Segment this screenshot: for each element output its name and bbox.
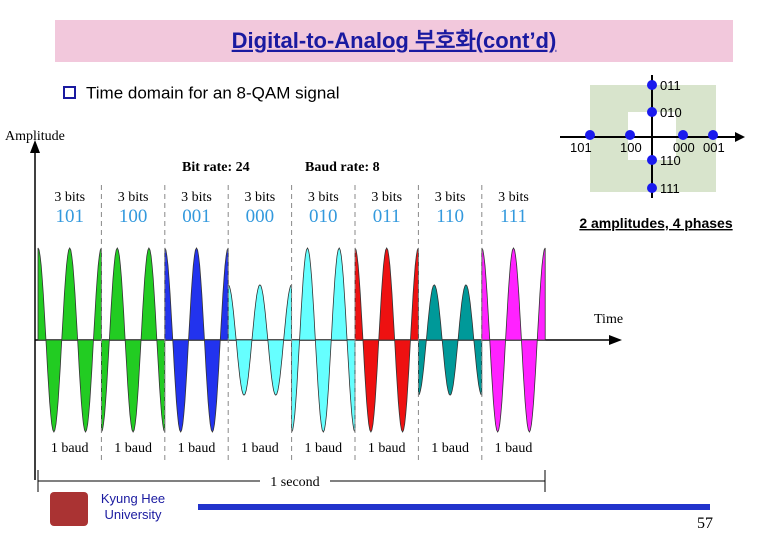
baud-label: 1 baud — [495, 441, 533, 456]
title-banner — [55, 20, 733, 62]
point-label: 010 — [660, 105, 682, 120]
baud-label: 1 baud — [51, 441, 89, 456]
constellation-point — [647, 183, 657, 193]
logo — [50, 492, 88, 526]
constellation: 2 amplitudes, 4 phases 011 010 101 100 000 00… — [560, 75, 745, 231]
bits-label: 3 bits — [181, 190, 212, 205]
bits-label: 3 bits — [245, 190, 276, 205]
baud-label: 1 baud — [304, 441, 342, 456]
point-label: 001 — [703, 140, 725, 155]
bits-label: 3 bits — [435, 190, 466, 205]
point-label: 100 — [620, 140, 642, 155]
bullet-text: Time domain for an 8-QAM signal — [86, 83, 340, 102]
baud-rate: Baud rate: 8 — [305, 160, 380, 175]
code-label: 111 — [500, 206, 527, 227]
constellation-point — [647, 80, 657, 90]
code-label: 100 — [119, 206, 148, 227]
institution: Kyung Hee — [101, 491, 165, 506]
arrow — [609, 335, 622, 345]
bit-rate: Bit rate: 24 — [182, 160, 250, 175]
constellation-point — [585, 130, 595, 140]
point-label: 011 — [660, 78, 681, 93]
wave-segment — [101, 247, 166, 433]
wave-segment — [354, 247, 419, 433]
baud-label: 1 baud — [114, 441, 152, 456]
code-label: 101 — [55, 206, 84, 227]
constellation-point — [647, 155, 657, 165]
baud-label: 1 baud — [368, 441, 406, 456]
code-label: 011 — [373, 206, 401, 227]
bits-label: 3 bits — [371, 190, 402, 205]
waveform-figure: Amplitude Time Bit rate: 24 Baud rate: 8… — [5, 129, 623, 492]
page-number: 57 — [697, 515, 713, 532]
constellation-point — [625, 130, 635, 140]
code-label: 110 — [436, 206, 464, 227]
constellation-point — [708, 130, 718, 140]
wave-segment — [418, 284, 483, 397]
baud-label: 1 baud — [431, 441, 469, 456]
footer: Kyung Hee University 57 — [50, 491, 713, 532]
baud-label: 1 baud — [178, 441, 216, 456]
bullet-icon — [63, 86, 76, 99]
wave-segment — [164, 247, 229, 433]
wave-segment — [481, 247, 546, 433]
point-label: 000 — [673, 140, 695, 155]
y-axis-label: Amplitude — [5, 129, 65, 144]
point-label: 111 — [660, 181, 680, 196]
x-axis-label: Time — [594, 312, 623, 327]
bits-label: 3 bits — [118, 190, 149, 205]
baud-label: 1 baud — [241, 441, 279, 456]
bits-label: 3 bits — [54, 190, 85, 205]
point-label: 110 — [660, 153, 681, 168]
arrow — [30, 140, 40, 153]
title: Digital-to-Analog 부호화(cont’d) — [232, 28, 557, 53]
constellation-point — [678, 130, 688, 140]
wave-segment — [291, 247, 356, 433]
arrow — [735, 132, 745, 142]
institution: University — [104, 507, 162, 522]
code-label: 010 — [309, 206, 338, 227]
point-label: 101 — [570, 140, 592, 155]
code-label: 001 — [182, 206, 211, 227]
bits-label: 3 bits — [498, 190, 529, 205]
duration-label: 1 second — [270, 475, 319, 490]
bits-label: 3 bits — [308, 190, 339, 205]
constellation-caption: 2 amplitudes, 4 phases — [579, 215, 732, 231]
code-label: 000 — [246, 206, 275, 227]
wave-segment — [227, 283, 292, 396]
wave-segment — [37, 247, 102, 433]
constellation-point — [647, 107, 657, 117]
